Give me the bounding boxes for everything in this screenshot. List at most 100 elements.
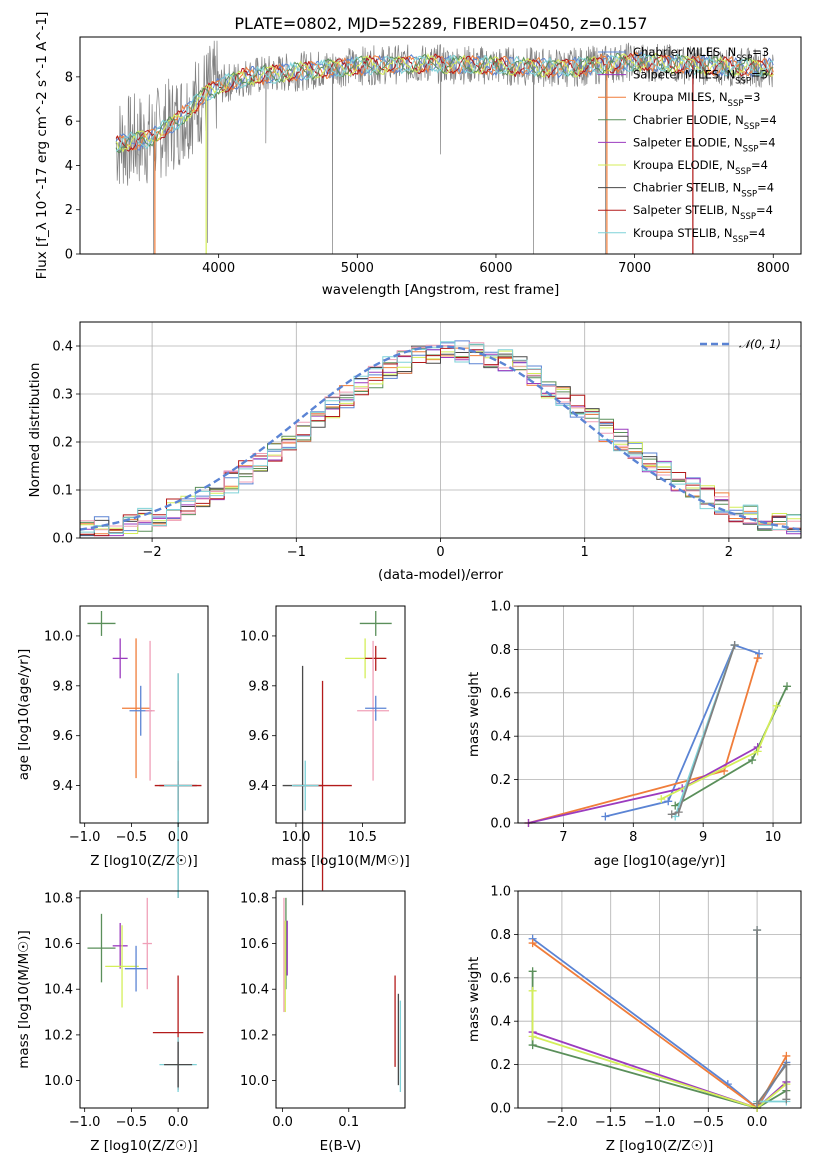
legend-entry: Kroupa ELODIE, NSSP=4 xyxy=(633,158,768,177)
x-tick-label: −1.0 xyxy=(644,1115,676,1130)
y-tick-label: 8 xyxy=(65,70,73,85)
x-tick-label: −0.5 xyxy=(116,1115,148,1130)
x-tick-label: 9 xyxy=(699,830,707,845)
axes-frame xyxy=(79,321,802,539)
y-tick-label: 10.0 xyxy=(240,629,269,644)
series-point xyxy=(528,939,537,948)
legend-entry: 𝒩(0, 1) xyxy=(739,337,781,351)
y-tick-label: 6 xyxy=(65,115,73,130)
x-tick-label: 7000 xyxy=(618,261,651,276)
series-point xyxy=(748,756,757,765)
y-tick-label: 0.3 xyxy=(52,388,73,403)
y-tick-label: 0.1 xyxy=(52,484,73,499)
y-tick-label: 9.8 xyxy=(248,679,269,694)
series-point xyxy=(667,810,676,819)
series-line xyxy=(756,930,788,1107)
y-tick-label: 0.6 xyxy=(490,971,511,986)
series-point xyxy=(601,812,610,821)
series-point xyxy=(730,641,739,650)
y-tick-label: 10.0 xyxy=(240,1074,269,1089)
series-point xyxy=(753,747,762,756)
y-tick-label: 10.4 xyxy=(44,983,73,998)
x-tick-label: 0.0 xyxy=(168,1115,189,1130)
y-tick-label: 1.0 xyxy=(490,600,511,615)
series-point xyxy=(528,967,537,976)
x-axis-label: Z [log10(Z/Z☉)] xyxy=(606,1138,714,1154)
axes-frame xyxy=(517,890,802,1109)
y-tick-label: 9.4 xyxy=(248,779,269,794)
spectrum-model-line xyxy=(115,52,774,153)
spectrum-panel: 4000 5000 6000 7000 8000 0 2 4 6 8 wavelength [Ang… xyxy=(34,12,802,298)
legend-entry: Salpeter ELODIE, NSSP=4 xyxy=(633,135,776,154)
age-vs-Z-panel: −1.0 −0.5 0.0 9.4 9.6 9.8 10.0 Z [log10(Z/Z☉)] a… xyxy=(16,605,209,898)
series-line xyxy=(528,657,759,824)
x-tick-label: 10.0 xyxy=(281,830,310,845)
y-tick-label: 0.6 xyxy=(490,686,511,701)
spectrum-plot xyxy=(115,40,774,254)
series-point xyxy=(657,795,666,804)
x-tick-label: 1 xyxy=(581,545,589,560)
y-tick-label: 0.0 xyxy=(490,1102,511,1117)
y-tick-label: 10.6 xyxy=(240,937,269,952)
mass-vs-ebv-panel: 0.0 0.1 10.0 10.2 10.4 10.6 10.8 E(B-V) xyxy=(240,890,406,1154)
y-tick-label: 1.0 xyxy=(490,885,511,900)
y-tick-label: 9.6 xyxy=(52,729,73,744)
y-tick-label: 10.2 xyxy=(44,1028,73,1043)
x-axis-label: (data-model)/error xyxy=(378,567,504,583)
series-point xyxy=(772,701,781,710)
y-tick-label: 9.8 xyxy=(52,679,73,694)
series-point xyxy=(664,797,673,806)
residuals-panel: −2 −1 0 1 2 0.0 0.1 0.2 0.3 0.4 (data-model)/error… xyxy=(27,321,802,583)
y-tick-label: 0.4 xyxy=(490,1015,511,1030)
x-tick-label: 4000 xyxy=(202,261,235,276)
legend-entry: Salpeter STELIB, NSSP=4 xyxy=(633,203,773,222)
series-line xyxy=(531,990,787,1110)
axes-frame xyxy=(79,605,209,824)
x-tick-label: 8 xyxy=(629,830,637,845)
residuals-plot xyxy=(79,340,802,537)
series-point xyxy=(782,1095,791,1104)
y-tick-label: 10.8 xyxy=(240,891,269,906)
series-line xyxy=(756,930,787,1103)
spectrum-model-line xyxy=(115,52,774,154)
x-tick-label: −2.0 xyxy=(546,1115,578,1130)
x-tick-label: 7 xyxy=(559,830,567,845)
y-tick-label: 4 xyxy=(65,159,73,174)
y-tick-label: 0.8 xyxy=(490,928,511,943)
histogram-step xyxy=(80,345,801,536)
series-point xyxy=(782,1060,791,1069)
x-axis-label: Z [log10(Z/Z☉)] xyxy=(90,1138,198,1154)
y-tick-label: 0.4 xyxy=(52,340,73,355)
y-tick-label: 10.8 xyxy=(44,891,73,906)
series-point xyxy=(755,649,764,658)
y-tick-label: 9.4 xyxy=(52,779,73,794)
histogram-step xyxy=(80,347,801,537)
series-point xyxy=(783,682,792,691)
x-tick-label: −1 xyxy=(287,545,306,560)
axes-frame xyxy=(275,890,406,1109)
axes-frame xyxy=(275,605,406,824)
axes-frame xyxy=(517,605,802,824)
y-tick-label: 0.2 xyxy=(52,436,73,451)
x-axis-label: age [log10(age/yr)] xyxy=(594,853,726,869)
mass-vs-Z-panel: −1.0 −0.5 0.0 10.0 10.2 10.4 10.6 10.8 Z [log10(… xyxy=(16,890,209,1154)
y-axis-label: mass weight xyxy=(466,957,482,1042)
y-axis-label: mass weight xyxy=(466,672,482,757)
gaussian-curve xyxy=(79,345,802,531)
series-point xyxy=(528,1032,537,1041)
histogram-step xyxy=(80,341,801,534)
x-tick-label: −0.5 xyxy=(116,830,148,845)
y-axis-label: Normed distribution xyxy=(27,363,43,498)
x-axis-label: wavelength [Angstrom, rest frame] xyxy=(322,282,560,298)
x-tick-label: −2 xyxy=(143,545,162,560)
series-point xyxy=(753,654,762,663)
y-tick-label: 0.8 xyxy=(490,643,511,658)
axes-frame xyxy=(79,890,209,1109)
x-tick-label: −1.0 xyxy=(69,830,101,845)
x-tick-label: −0.5 xyxy=(693,1115,725,1130)
axes-frame xyxy=(79,36,802,255)
series-point xyxy=(528,986,537,995)
y-tick-label: 10.6 xyxy=(44,937,73,952)
y-axis-label: age [log10(age/yr)] xyxy=(16,649,32,781)
